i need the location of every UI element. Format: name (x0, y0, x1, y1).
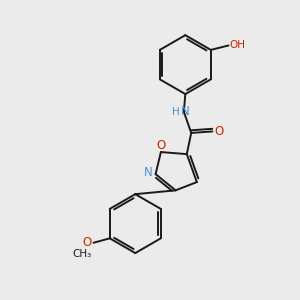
Text: O: O (82, 236, 92, 249)
Text: OH: OH (230, 40, 246, 50)
Text: O: O (214, 125, 224, 138)
Text: H: H (172, 107, 179, 117)
Text: N: N (144, 166, 152, 179)
Text: CH₃: CH₃ (73, 249, 92, 259)
Text: N: N (181, 105, 190, 118)
Text: O: O (156, 139, 166, 152)
